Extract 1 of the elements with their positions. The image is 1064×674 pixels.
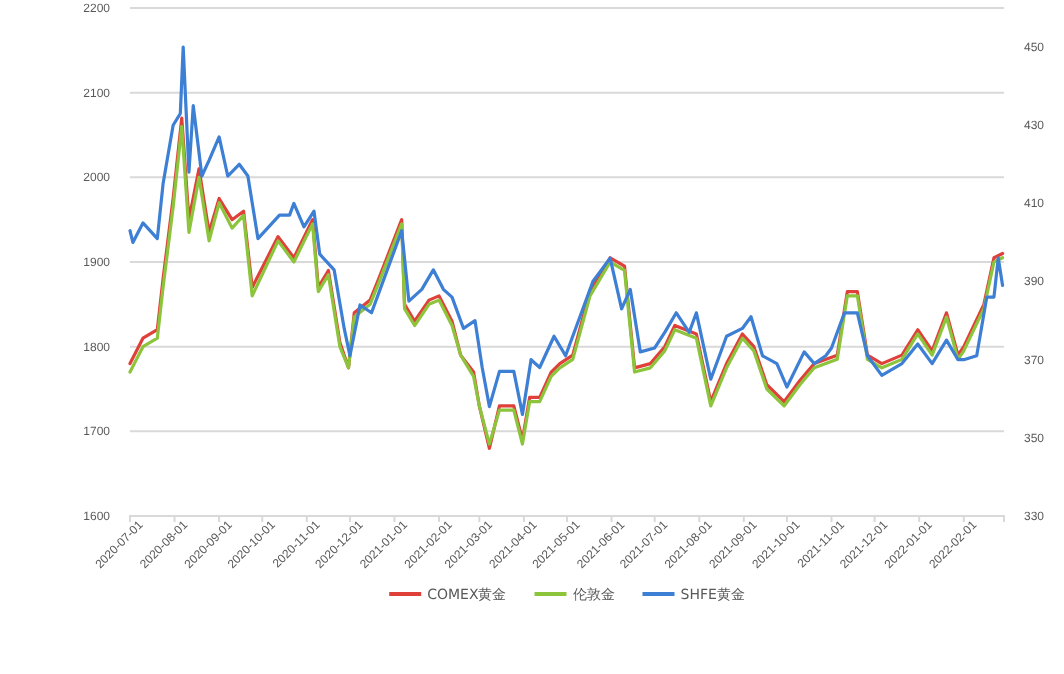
line-series: [128, 45, 1005, 416]
